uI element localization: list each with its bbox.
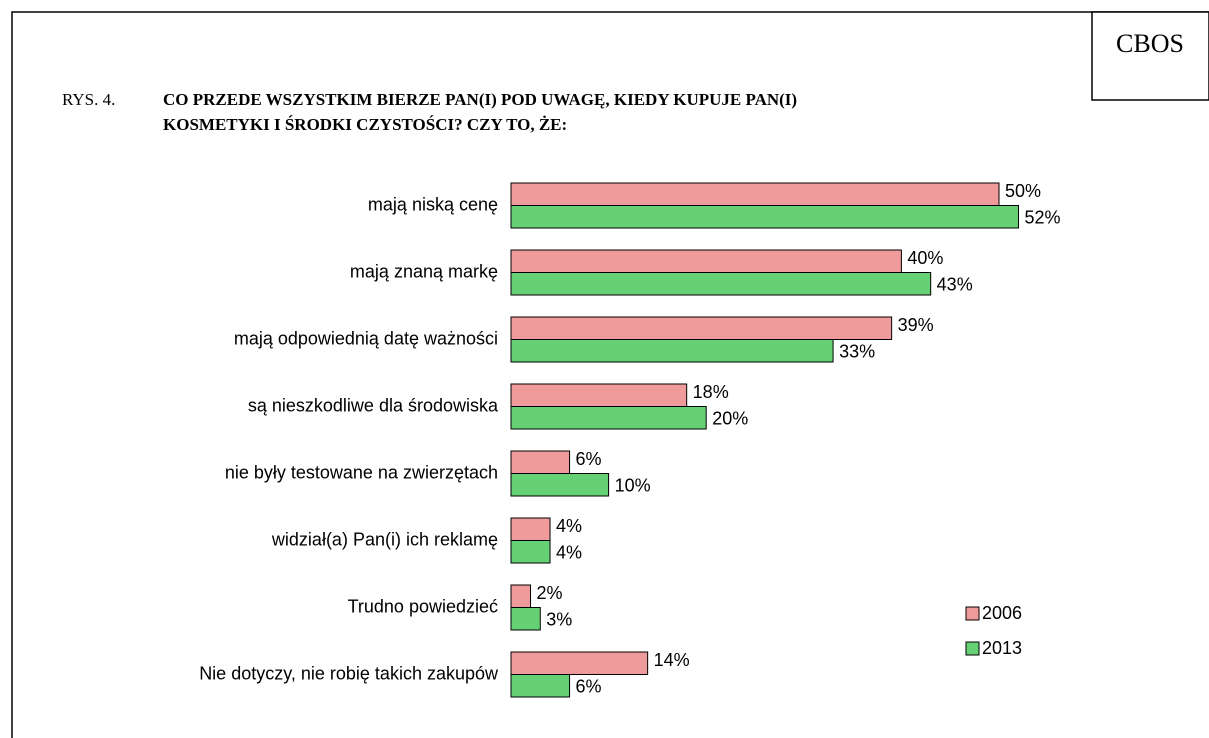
bar [510,272,932,296]
bar [510,473,610,497]
legend-swatch [965,606,980,621]
bar [510,584,532,608]
category-label: mają niską cenę [368,194,498,214]
category-label: nie były testowane na zwierzętach [225,462,498,482]
value-label: 4% [556,516,582,536]
bar [510,249,902,273]
value-label: 14% [654,650,690,670]
value-label: 52% [1025,208,1061,228]
frame [11,11,1209,738]
figure-label: RYS. 4. [62,90,115,109]
value-label: 40% [907,248,943,268]
bar [510,450,571,474]
value-label: 4% [556,543,582,563]
value-label: 3% [546,610,572,630]
bar [510,517,551,541]
category-label: Trudno powiedzieć [348,596,498,616]
category-label: mają znaną markę [350,261,498,281]
legend-label: 2006 [982,603,1022,623]
value-label: 2% [537,583,563,603]
category-label: Nie dotyczy, nie robię takich zakupów [199,663,499,683]
bar [510,674,571,698]
bar [510,339,834,363]
category-label: mają odpowiednią datę ważności [234,328,498,348]
bar [510,205,1020,229]
value-label: 10% [615,476,651,496]
legend-label: 2013 [982,638,1022,658]
chart-title: CO PRZEDE WSZYSTKIM BIERZE PAN(I) POD UW… [163,90,797,134]
source: CBOS [1116,29,1184,58]
legend-swatch [965,641,980,656]
source-box [1091,11,1209,101]
category-label: widział(a) Pan(i) ich reklamę [271,529,498,549]
bar [510,540,551,564]
bar [510,182,1000,206]
value-label: 18% [693,382,729,402]
value-label: 50% [1005,181,1041,201]
value-label: 20% [712,409,748,429]
value-label: 39% [898,315,934,335]
bar [510,383,688,407]
value-label: 6% [576,677,602,697]
bar [510,607,541,631]
value-label: 6% [576,449,602,469]
value-label: 43% [937,275,973,295]
bar [510,316,893,340]
value-label: 33% [839,342,875,362]
category-label: są nieszkodliwe dla środowiska [248,395,499,415]
bar [510,651,649,675]
bar [510,406,707,430]
